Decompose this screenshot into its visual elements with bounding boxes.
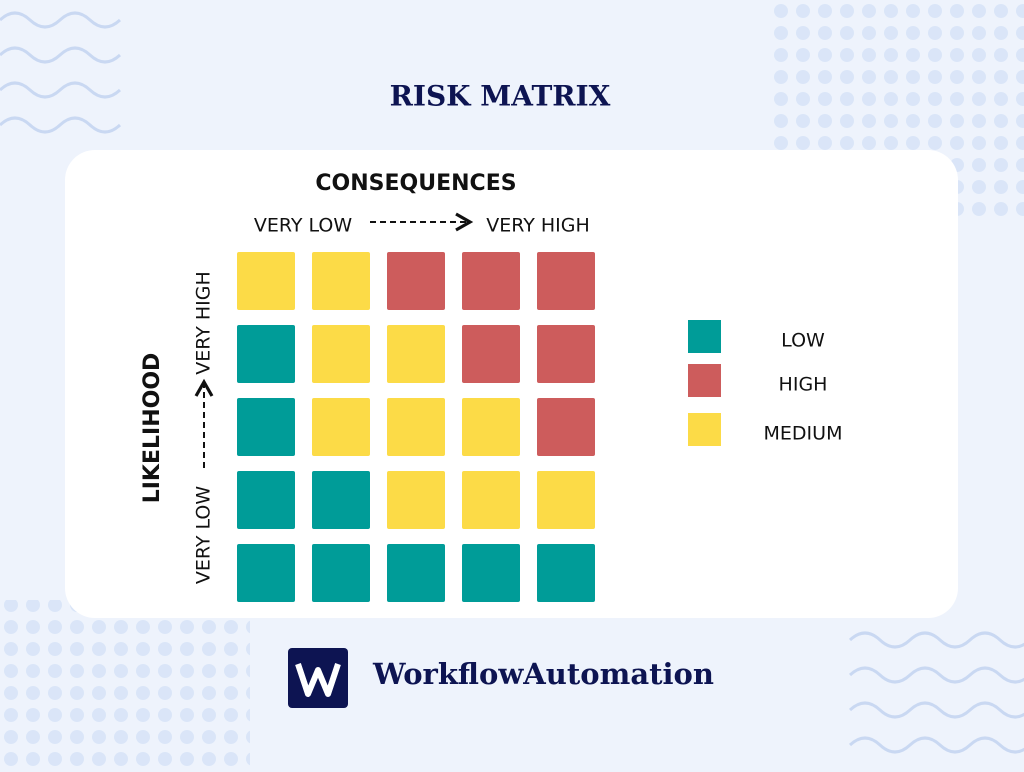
risk-cell bbox=[237, 398, 295, 456]
risk-cell bbox=[462, 252, 520, 310]
matrix bbox=[237, 252, 595, 602]
risk-cell bbox=[462, 325, 520, 383]
risk-cell bbox=[312, 325, 370, 383]
legend-swatch bbox=[688, 320, 721, 353]
title: RISK MATRIX bbox=[390, 80, 611, 113]
risk-cell bbox=[237, 252, 295, 310]
risk-cell bbox=[312, 252, 370, 310]
legend: LOW HIGH MEDIUM bbox=[688, 320, 842, 446]
brand-logo-mark bbox=[295, 663, 341, 697]
risk-cell bbox=[237, 471, 295, 529]
risk-cell bbox=[462, 471, 520, 529]
risk-cell bbox=[537, 471, 595, 529]
risk-cell bbox=[387, 325, 445, 383]
risk-cell bbox=[312, 398, 370, 456]
legend-label: HIGH bbox=[779, 374, 828, 396]
risk-cell bbox=[537, 252, 595, 310]
dots-decoration bbox=[0, 600, 250, 768]
y-axis-title: LIKELIHOOD bbox=[140, 353, 165, 504]
risk-cell bbox=[537, 544, 595, 602]
legend-swatch bbox=[688, 364, 721, 397]
x-axis-title: CONSEQUENCES bbox=[315, 171, 516, 196]
legend-swatch bbox=[688, 413, 721, 446]
x-high-label: VERY HIGH bbox=[486, 215, 590, 237]
risk-cell bbox=[462, 544, 520, 602]
legend-label: LOW bbox=[781, 330, 825, 352]
waves-decoration bbox=[0, 11, 1024, 754]
legend-label: MEDIUM bbox=[764, 423, 843, 445]
risk-cell bbox=[387, 398, 445, 456]
risk-cell bbox=[537, 398, 595, 456]
risk-cell bbox=[237, 325, 295, 383]
risk-cell bbox=[462, 398, 520, 456]
brand-logo bbox=[288, 648, 348, 708]
risk-cell bbox=[312, 471, 370, 529]
risk-cell bbox=[387, 252, 445, 310]
risk-cell bbox=[387, 471, 445, 529]
risk-cell bbox=[312, 544, 370, 602]
y-high-label: VERY HIGH bbox=[193, 271, 215, 375]
brand-name: WorkflowAutomation bbox=[372, 657, 714, 691]
x-low-label: VERY LOW bbox=[254, 215, 352, 237]
risk-cell bbox=[387, 544, 445, 602]
y-low-label: VERY LOW bbox=[193, 486, 215, 584]
risk-cell bbox=[237, 544, 295, 602]
risk-cell bbox=[537, 325, 595, 383]
